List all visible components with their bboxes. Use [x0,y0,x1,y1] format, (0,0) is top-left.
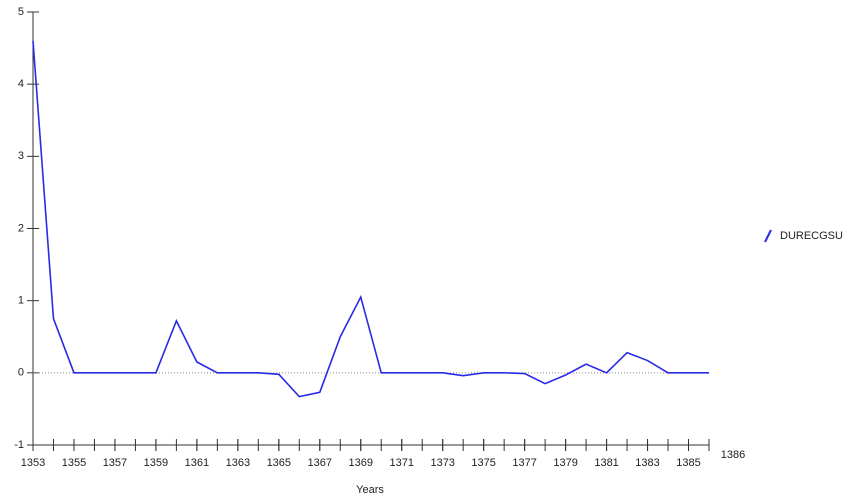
x-tick-label: 1383 [635,457,659,469]
x-tick-label: 1381 [594,457,618,469]
y-tick-label: 0 [18,367,24,379]
data-line [32,40,709,398]
y-tick-label: 4 [18,78,24,90]
x-tick-label: 1371 [389,457,413,469]
legend-swatch [764,229,772,243]
y-tick-label: 1 [18,295,24,307]
x-tick-label: 1375 [471,457,495,469]
x-tick-label: 1386 [721,449,745,461]
x-tick-label: 1353 [21,457,45,469]
x-tick-label: 1357 [103,457,127,469]
x-tick-label: 1361 [185,457,209,469]
y-tick-label: -1 [14,439,24,451]
x-tick-label: 1355 [62,457,86,469]
x-tick-label: 1365 [267,457,291,469]
x-tick-label: 1373 [430,457,454,469]
x-tick-label: 1379 [553,457,577,469]
x-tick-label: 1359 [144,457,168,469]
x-axis-label: Years [356,484,384,496]
x-tick-label: 1363 [226,457,250,469]
x-tick-label: 1385 [676,457,700,469]
legend-label: DURECGSU [780,230,843,242]
x-tick-label: 1367 [308,457,332,469]
y-tick-label: 3 [18,150,24,162]
y-tick-label: 2 [18,222,24,234]
y-tick-label: 5 [18,6,24,18]
x-tick-label: 1369 [349,457,373,469]
x-tick-label: 1377 [512,457,536,469]
